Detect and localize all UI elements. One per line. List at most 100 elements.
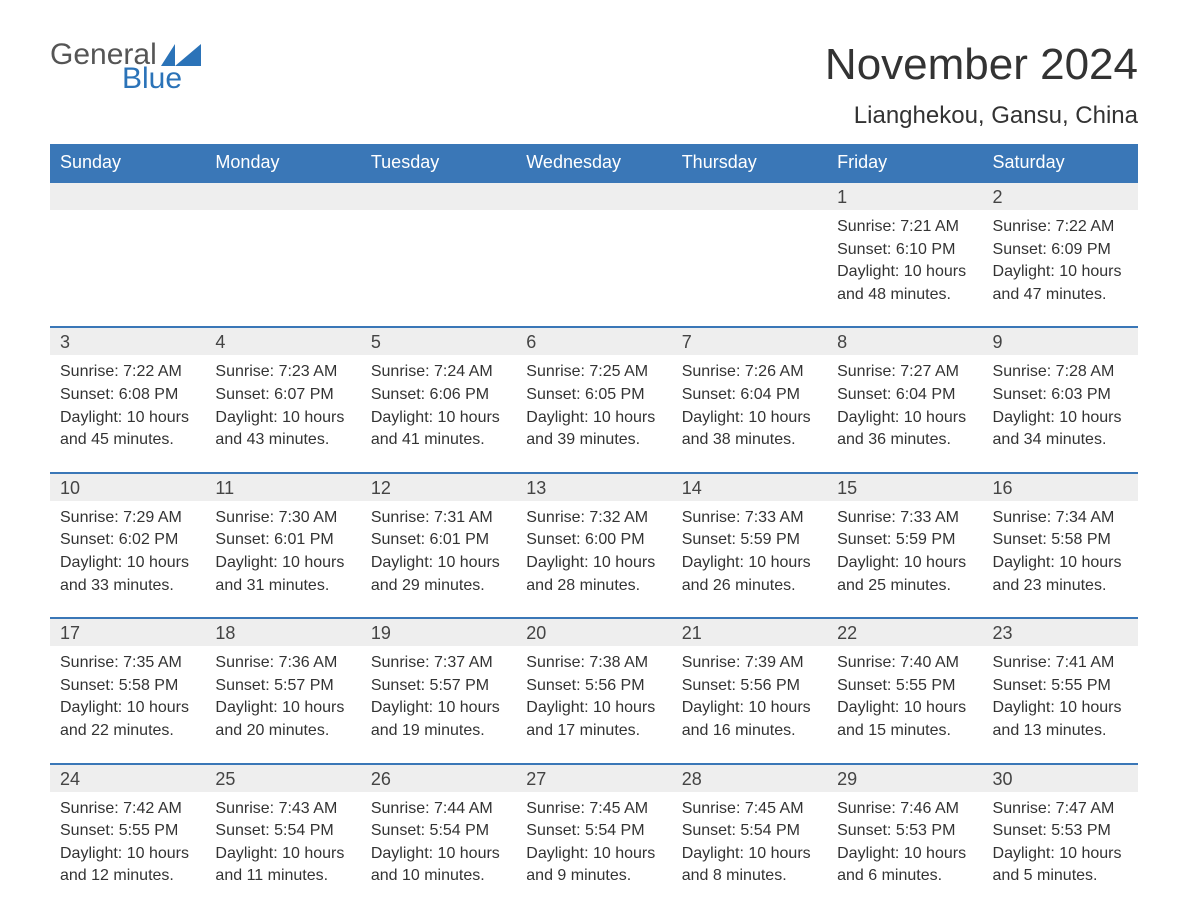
day-sunrise: Sunrise: 7:30 AM bbox=[215, 507, 350, 529]
day-day1: Daylight: 10 hours bbox=[837, 697, 972, 719]
day-sunset: Sunset: 5:57 PM bbox=[215, 675, 350, 697]
day-sunrise: Sunrise: 7:32 AM bbox=[526, 507, 661, 529]
day-sunrise: Sunrise: 7:47 AM bbox=[993, 798, 1128, 820]
day-day1: Daylight: 10 hours bbox=[993, 552, 1128, 574]
weekday-header-row: Sunday Monday Tuesday Wednesday Thursday… bbox=[50, 144, 1138, 182]
day-number-cell: 14 bbox=[672, 473, 827, 501]
day-day2: and 39 minutes. bbox=[526, 429, 661, 451]
data-row: Sunrise: 7:22 AMSunset: 6:08 PMDaylight:… bbox=[50, 355, 1138, 472]
day-sunrise: Sunrise: 7:46 AM bbox=[837, 798, 972, 820]
day-sunset: Sunset: 5:54 PM bbox=[371, 820, 506, 842]
day-data-cell: Sunrise: 7:25 AMSunset: 6:05 PMDaylight:… bbox=[516, 355, 671, 472]
title-block: November 2024 Lianghekou, Gansu, China bbox=[825, 40, 1138, 130]
day-data-cell: Sunrise: 7:34 AMSunset: 5:58 PMDaylight:… bbox=[983, 501, 1138, 618]
day-sunrise: Sunrise: 7:22 AM bbox=[993, 216, 1128, 238]
day-day1: Daylight: 10 hours bbox=[215, 407, 350, 429]
day-sunset: Sunset: 5:55 PM bbox=[60, 820, 195, 842]
day-sunrise: Sunrise: 7:37 AM bbox=[371, 652, 506, 674]
day-day2: and 16 minutes. bbox=[682, 720, 817, 742]
day-sunset: Sunset: 6:03 PM bbox=[993, 384, 1128, 406]
day-day2: and 33 minutes. bbox=[60, 575, 195, 597]
day-sunset: Sunset: 6:05 PM bbox=[526, 384, 661, 406]
day-day1: Daylight: 10 hours bbox=[526, 697, 661, 719]
day-data-cell: Sunrise: 7:43 AMSunset: 5:54 PMDaylight:… bbox=[205, 792, 360, 908]
day-number-cell: 1 bbox=[827, 182, 982, 210]
daynum-row: 12 bbox=[50, 182, 1138, 210]
day-day1: Daylight: 10 hours bbox=[215, 843, 350, 865]
day-day1: Daylight: 10 hours bbox=[993, 697, 1128, 719]
day-number-cell: 16 bbox=[983, 473, 1138, 501]
weekday-header: Wednesday bbox=[516, 144, 671, 182]
day-number-cell: 15 bbox=[827, 473, 982, 501]
day-day2: and 15 minutes. bbox=[837, 720, 972, 742]
day-data-cell: Sunrise: 7:23 AMSunset: 6:07 PMDaylight:… bbox=[205, 355, 360, 472]
day-day1: Daylight: 10 hours bbox=[60, 407, 195, 429]
day-sunset: Sunset: 5:57 PM bbox=[371, 675, 506, 697]
day-day1: Daylight: 10 hours bbox=[837, 552, 972, 574]
day-sunrise: Sunrise: 7:40 AM bbox=[837, 652, 972, 674]
day-day1: Daylight: 10 hours bbox=[682, 407, 817, 429]
daynum-row: 24252627282930 bbox=[50, 764, 1138, 792]
day-day2: and 12 minutes. bbox=[60, 865, 195, 887]
day-day2: and 13 minutes. bbox=[993, 720, 1128, 742]
day-day1: Daylight: 10 hours bbox=[993, 261, 1128, 283]
data-row: Sunrise: 7:21 AMSunset: 6:10 PMDaylight:… bbox=[50, 210, 1138, 327]
day-sunset: Sunset: 5:59 PM bbox=[837, 529, 972, 551]
day-data-cell: Sunrise: 7:44 AMSunset: 5:54 PMDaylight:… bbox=[361, 792, 516, 908]
day-sunrise: Sunrise: 7:35 AM bbox=[60, 652, 195, 674]
day-sunrise: Sunrise: 7:41 AM bbox=[993, 652, 1128, 674]
day-data-cell: Sunrise: 7:21 AMSunset: 6:10 PMDaylight:… bbox=[827, 210, 982, 327]
day-number-cell: 20 bbox=[516, 618, 671, 646]
day-day1: Daylight: 10 hours bbox=[371, 843, 506, 865]
day-data-cell: Sunrise: 7:22 AMSunset: 6:08 PMDaylight:… bbox=[50, 355, 205, 472]
day-data-cell bbox=[672, 210, 827, 327]
day-sunset: Sunset: 5:53 PM bbox=[993, 820, 1128, 842]
day-day2: and 8 minutes. bbox=[682, 865, 817, 887]
day-sunrise: Sunrise: 7:27 AM bbox=[837, 361, 972, 383]
weekday-header: Saturday bbox=[983, 144, 1138, 182]
day-sunset: Sunset: 5:54 PM bbox=[215, 820, 350, 842]
day-day1: Daylight: 10 hours bbox=[371, 407, 506, 429]
day-sunrise: Sunrise: 7:45 AM bbox=[682, 798, 817, 820]
day-sunrise: Sunrise: 7:39 AM bbox=[682, 652, 817, 674]
day-day2: and 38 minutes. bbox=[682, 429, 817, 451]
day-data-cell: Sunrise: 7:41 AMSunset: 5:55 PMDaylight:… bbox=[983, 646, 1138, 763]
day-day2: and 41 minutes. bbox=[371, 429, 506, 451]
day-sunset: Sunset: 6:08 PM bbox=[60, 384, 195, 406]
month-title: November 2024 bbox=[825, 40, 1138, 90]
day-number-cell: 10 bbox=[50, 473, 205, 501]
day-sunset: Sunset: 5:54 PM bbox=[526, 820, 661, 842]
calendar-body: 12Sunrise: 7:21 AMSunset: 6:10 PMDayligh… bbox=[50, 182, 1138, 908]
day-data-cell: Sunrise: 7:33 AMSunset: 5:59 PMDaylight:… bbox=[827, 501, 982, 618]
day-number-cell bbox=[516, 182, 671, 210]
day-data-cell: Sunrise: 7:31 AMSunset: 6:01 PMDaylight:… bbox=[361, 501, 516, 618]
day-data-cell: Sunrise: 7:26 AMSunset: 6:04 PMDaylight:… bbox=[672, 355, 827, 472]
day-sunset: Sunset: 6:10 PM bbox=[837, 239, 972, 261]
day-number-cell: 17 bbox=[50, 618, 205, 646]
day-sunset: Sunset: 6:04 PM bbox=[682, 384, 817, 406]
day-number-cell: 21 bbox=[672, 618, 827, 646]
data-row: Sunrise: 7:35 AMSunset: 5:58 PMDaylight:… bbox=[50, 646, 1138, 763]
day-day1: Daylight: 10 hours bbox=[682, 552, 817, 574]
day-day2: and 45 minutes. bbox=[60, 429, 195, 451]
daynum-row: 17181920212223 bbox=[50, 618, 1138, 646]
day-sunset: Sunset: 5:56 PM bbox=[526, 675, 661, 697]
day-data-cell: Sunrise: 7:40 AMSunset: 5:55 PMDaylight:… bbox=[827, 646, 982, 763]
day-sunset: Sunset: 6:07 PM bbox=[215, 384, 350, 406]
day-day1: Daylight: 10 hours bbox=[682, 843, 817, 865]
day-sunrise: Sunrise: 7:43 AM bbox=[215, 798, 350, 820]
day-day2: and 29 minutes. bbox=[371, 575, 506, 597]
day-number-cell: 4 bbox=[205, 327, 360, 355]
day-sunset: Sunset: 6:04 PM bbox=[837, 384, 972, 406]
day-sunset: Sunset: 6:00 PM bbox=[526, 529, 661, 551]
day-data-cell: Sunrise: 7:30 AMSunset: 6:01 PMDaylight:… bbox=[205, 501, 360, 618]
day-data-cell: Sunrise: 7:36 AMSunset: 5:57 PMDaylight:… bbox=[205, 646, 360, 763]
day-day1: Daylight: 10 hours bbox=[526, 552, 661, 574]
day-sunset: Sunset: 6:06 PM bbox=[371, 384, 506, 406]
day-day1: Daylight: 10 hours bbox=[837, 843, 972, 865]
daynum-row: 3456789 bbox=[50, 327, 1138, 355]
day-sunrise: Sunrise: 7:33 AM bbox=[837, 507, 972, 529]
weekday-header: Thursday bbox=[672, 144, 827, 182]
day-number-cell: 11 bbox=[205, 473, 360, 501]
weekday-header: Tuesday bbox=[361, 144, 516, 182]
